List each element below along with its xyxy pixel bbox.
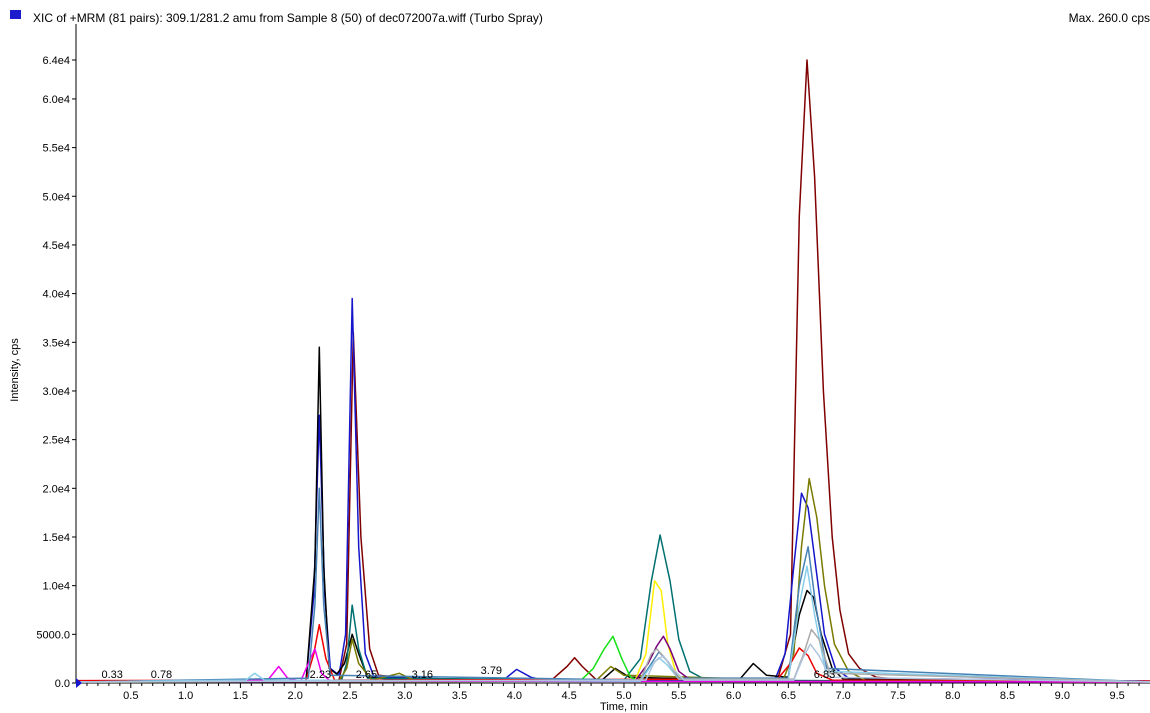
y-tick-label: 5000.0 bbox=[36, 629, 70, 641]
series-line bbox=[75, 477, 1150, 683]
x-tick-label: 3.5 bbox=[452, 690, 467, 702]
series-line bbox=[75, 534, 1150, 683]
x-tick-label: 2.0 bbox=[288, 690, 303, 702]
series-line bbox=[75, 297, 1150, 682]
x-tick-label: 7.5 bbox=[890, 690, 905, 702]
y-axis-title: Intensity, cps bbox=[9, 338, 21, 402]
series-line bbox=[75, 580, 1150, 683]
y-tick-label: 2.5e4 bbox=[42, 435, 70, 447]
x-tick-label: 9.0 bbox=[1055, 690, 1070, 702]
x-axis-title: Time, min bbox=[600, 701, 648, 713]
x-tick-label: 6.0 bbox=[726, 690, 741, 702]
x-tick-label: 5.0 bbox=[616, 690, 631, 702]
series-line bbox=[75, 623, 1150, 682]
series-line bbox=[75, 59, 1150, 682]
y-tick-label: 1.5e4 bbox=[42, 532, 70, 544]
series-line bbox=[75, 648, 1150, 683]
x-tick-label: 2.5 bbox=[342, 690, 357, 702]
series-line bbox=[75, 628, 1150, 683]
y-tick-label: 5.5e4 bbox=[42, 143, 70, 155]
peak-annotation: 2.65 bbox=[356, 669, 377, 681]
y-tick-label: 4.0e4 bbox=[42, 289, 70, 301]
x-tick-label: 1.0 bbox=[178, 690, 193, 702]
y-tick-label: 6.0e4 bbox=[42, 94, 70, 106]
series-layer bbox=[75, 59, 1150, 683]
x-tick-label: 8.0 bbox=[945, 690, 960, 702]
peak-annotation: 0.33 bbox=[101, 669, 122, 681]
y-tick-label: 1.0e4 bbox=[42, 581, 70, 593]
x-tick-label: 1.5 bbox=[233, 690, 248, 702]
series-line bbox=[75, 565, 1150, 683]
x-axis-ticks: 0.5 1.0 1.5 2.0 2.5 3.0 3.5 4.0 4.5 5.0 5.5 6.0 6.5 7… bbox=[86, 683, 1140, 702]
max-intensity-label: Max. 260.0 cps bbox=[1068, 11, 1150, 25]
x-tick-label: 0.5 bbox=[123, 690, 138, 702]
series-line bbox=[75, 643, 1150, 683]
y-axis-ticks: 0.0 5000.0 1.0e4 1.5e4 2.0e4 2.5e4 3.0e4 3.5e4 4… bbox=[36, 55, 76, 690]
x-tick-label: 9.5 bbox=[1109, 690, 1124, 702]
legend-swatch bbox=[10, 10, 21, 19]
origin-marker bbox=[76, 678, 82, 688]
peak-annotations: 0.33 0.78 2.23 2.65 3.16 3.79 6.83 bbox=[101, 665, 835, 681]
peak-annotation: 2.23 bbox=[310, 669, 331, 681]
y-tick-label: 3.5e4 bbox=[42, 337, 70, 349]
peak-annotation: 6.83 bbox=[814, 669, 835, 681]
peak-annotation: 3.79 bbox=[481, 665, 502, 677]
peak-annotation: 3.16 bbox=[412, 669, 433, 681]
y-tick-label: 5.0e4 bbox=[42, 191, 70, 203]
x-tick-label: 6.5 bbox=[781, 690, 796, 702]
x-tick-label: 4.5 bbox=[562, 690, 577, 702]
series-line bbox=[75, 346, 1150, 683]
x-tick-label: 7.0 bbox=[835, 690, 850, 702]
y-tick-label: 3.0e4 bbox=[42, 386, 70, 398]
x-tick-label: 8.5 bbox=[1000, 690, 1015, 702]
series-line bbox=[75, 487, 1150, 683]
peak-annotation: 0.78 bbox=[151, 669, 172, 681]
y-tick-label: 6.4e4 bbox=[42, 55, 70, 67]
x-tick-label: 4.0 bbox=[507, 690, 522, 702]
y-tick-label: 2.0e4 bbox=[42, 483, 70, 495]
chart-title: XIC of +MRM (81 pairs): 309.1/281.2 amu … bbox=[33, 11, 543, 25]
y-tick-label: 4.5e4 bbox=[42, 240, 70, 252]
chart-header: XIC of +MRM (81 pairs): 309.1/281.2 amu … bbox=[0, 0, 1150, 25]
x-tick-label: 5.5 bbox=[671, 690, 686, 702]
x-tick-label: 3.0 bbox=[397, 690, 412, 702]
y-tick-label: 0.0 bbox=[55, 678, 70, 690]
